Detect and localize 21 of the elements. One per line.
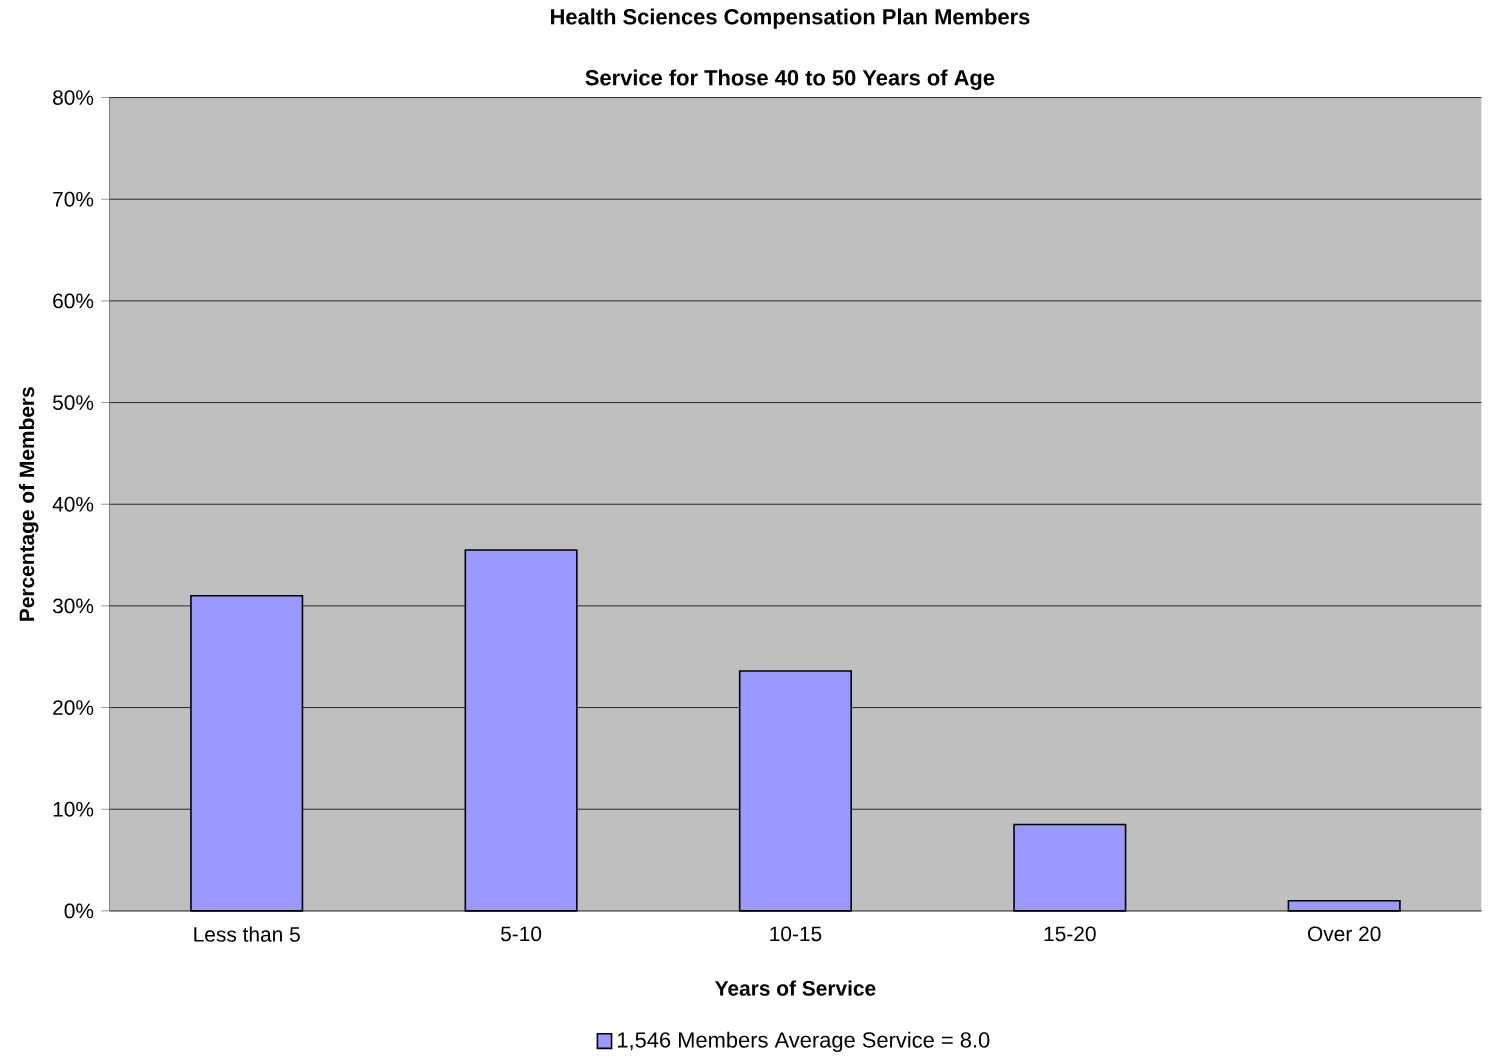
x-tick-label: 5-10 — [500, 926, 542, 942]
y-tick-label: 30% — [52, 598, 94, 614]
y-tick-label: 60% — [53, 293, 94, 309]
y-tick-label: 40% — [52, 496, 94, 512]
y-tick-label: 20% — [53, 699, 94, 715]
legend-label: 1,546 Members Average Service = 8.0 — [617, 1031, 990, 1052]
x-tick-label: 10-15 — [770, 926, 822, 942]
x-tick-label: Less than 5 — [194, 926, 300, 942]
y-tick-label: 50% — [52, 394, 94, 410]
bar — [1013, 823, 1127, 912]
x-tick-label: Over 20 — [1308, 926, 1381, 942]
x-axis-title: Years of Service — [715, 980, 876, 996]
bar — [1287, 899, 1401, 912]
chart-title: Health Sciences Compensation Plan Members — [551, 8, 1030, 29]
x-tick-label: 15-20 — [1044, 926, 1096, 942]
y-tick-label: 70% — [53, 191, 94, 207]
y-tick-label: 10% — [53, 801, 94, 817]
y-axis-title: Percentage of Members — [18, 386, 39, 621]
chart-subtitle: Service for Those 40 to 50 Years of Age — [585, 69, 995, 90]
y-tick-label: 80% — [53, 89, 94, 105]
y-tick-label: 0% — [64, 903, 94, 919]
